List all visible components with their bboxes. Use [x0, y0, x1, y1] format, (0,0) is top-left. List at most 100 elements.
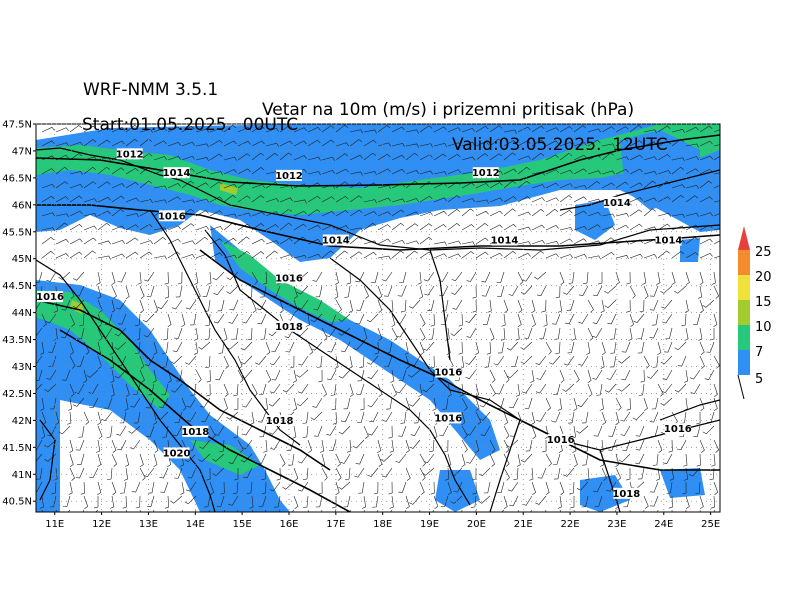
wind-barb — [475, 439, 480, 453]
wind-barb — [251, 238, 265, 245]
wind-barb — [45, 313, 57, 324]
wind-barb — [699, 271, 704, 285]
wind-barb — [629, 209, 643, 217]
lat-tick-label: 47N — [12, 146, 32, 157]
wind-barb — [685, 168, 699, 175]
wind-barb — [41, 140, 55, 147]
wind-barb — [41, 411, 47, 425]
wind-barb — [578, 285, 589, 297]
wind-barb — [237, 153, 251, 161]
wind-barb — [447, 240, 461, 245]
wind-barb — [260, 285, 267, 298]
wind-barb — [545, 197, 559, 203]
wind-barb — [181, 180, 194, 189]
wind-barb — [535, 383, 547, 394]
wind-barb — [517, 126, 531, 133]
wind-barb — [241, 439, 253, 450]
wind-barb — [643, 495, 649, 509]
wind-barb — [167, 196, 181, 203]
wind-barb — [573, 185, 587, 190]
wind-barb — [110, 369, 115, 383]
wind-barb — [139, 453, 144, 467]
wind-barb — [381, 271, 393, 282]
wind-barb — [125, 285, 130, 299]
wind-barb — [441, 299, 449, 312]
wind-barb — [674, 383, 687, 393]
wind-barb — [190, 383, 197, 396]
lon-tick-label: 17E — [326, 519, 345, 530]
wind-barb — [110, 495, 115, 509]
wind-barb — [713, 144, 720, 147]
wind-barb — [699, 140, 713, 147]
wind-barb — [475, 397, 480, 411]
wind-barb — [524, 327, 533, 339]
wind-barb — [96, 341, 101, 355]
wind-barb — [516, 453, 521, 467]
wind-barb — [439, 285, 449, 297]
wind-barb — [699, 168, 713, 175]
wind-barb — [683, 467, 689, 481]
wind-barb — [481, 285, 491, 297]
wind-barb — [237, 369, 244, 383]
wind-barb — [629, 140, 643, 147]
wind-barb — [501, 327, 506, 341]
wind-barb — [417, 271, 422, 285]
wind-barb — [520, 355, 533, 365]
wind-barb — [293, 199, 307, 204]
wind-barb — [251, 223, 265, 231]
wind-barb — [349, 209, 363, 217]
wind-barb — [643, 254, 657, 259]
wind-barb — [487, 299, 492, 313]
wind-barb — [125, 124, 139, 133]
wind-barb — [661, 299, 673, 309]
wind-barb — [321, 169, 335, 175]
wind-barb — [643, 197, 657, 203]
wind-barb — [153, 227, 167, 232]
lat-tick-label: 42.5N — [2, 389, 32, 400]
wind-barb — [567, 341, 575, 354]
wind-barb — [629, 197, 643, 203]
wind-barb — [657, 212, 671, 217]
wind-barb — [209, 171, 223, 176]
wind-barb — [223, 183, 237, 189]
model-name: WRF-NMM 3.5.1 — [83, 80, 219, 100]
wind-barb — [433, 126, 447, 133]
isobar-label: 1012 — [275, 171, 303, 182]
wind-barb — [511, 355, 519, 367]
wind-barb — [233, 383, 239, 397]
wind-barb — [453, 481, 463, 493]
wind-barb — [515, 383, 520, 397]
wind-barb — [153, 156, 167, 161]
wind-barb — [261, 481, 267, 495]
wind-barb — [531, 250, 544, 259]
wind-barb — [209, 153, 223, 161]
wind-barb — [520, 341, 533, 350]
wind-barb — [116, 425, 127, 436]
wind-barb — [195, 236, 209, 245]
wind-barb — [610, 341, 617, 354]
wind-barb — [643, 156, 657, 161]
wind-barb — [298, 355, 309, 366]
wind-barb — [465, 313, 477, 323]
wind-barb — [592, 369, 603, 380]
lon-tick-label: 21E — [514, 519, 533, 530]
wind-barb — [67, 411, 72, 425]
wind-barb — [699, 253, 713, 259]
wind-barb — [111, 285, 117, 299]
wind-barb — [626, 299, 631, 313]
wind-barb — [545, 154, 559, 161]
wind-barb — [479, 411, 491, 421]
wind-barb — [139, 285, 145, 299]
wind-barb — [711, 453, 716, 467]
wind-barb — [110, 299, 115, 313]
wind-barb — [174, 411, 183, 423]
wind-barb — [475, 141, 489, 147]
wind-barb — [181, 199, 195, 204]
wind-barb — [111, 240, 125, 245]
wind-barb — [651, 313, 659, 326]
wind-barb — [83, 125, 97, 133]
wind-barb — [265, 198, 279, 203]
wind-barb — [146, 285, 155, 297]
colorbar-swatch-20 — [738, 250, 750, 275]
wind-barb — [545, 208, 559, 217]
